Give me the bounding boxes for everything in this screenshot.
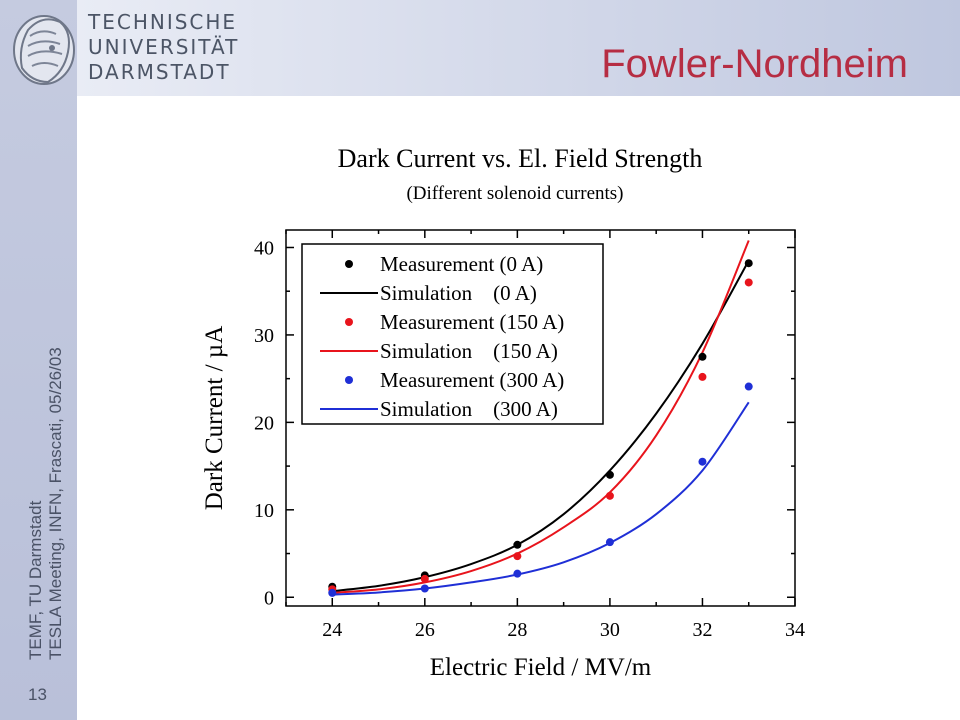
legend: Measurement (0 A) Simulation (0 A) Measure… <box>301 243 604 425</box>
measurement-point-0 <box>605 470 614 479</box>
y-tick-label: 20 <box>254 412 274 434</box>
slide-number: 13 <box>28 685 47 704</box>
slide-title: Fowler-Nordheim <box>601 42 908 86</box>
university-name-line-1: TECHNISCHE <box>88 10 238 34</box>
legend-entry-label: Measurement (0 A) <box>380 252 543 276</box>
y-tick-label: 10 <box>254 500 274 522</box>
y-axis-label: Dark Current / µA <box>201 326 228 511</box>
y-tick-label: 0 <box>264 587 274 609</box>
x-tick-label: 24 <box>322 619 342 641</box>
measurement-point-1 <box>605 491 614 500</box>
measurement-point-0 <box>698 352 707 361</box>
measurement-point-2 <box>744 382 753 391</box>
measurement-point-0 <box>744 259 753 268</box>
sidebar <box>0 0 77 720</box>
legend-entry-label: Simulation (150 A) <box>380 339 558 363</box>
legend-marker <box>345 376 353 384</box>
measurement-point-2 <box>328 588 337 597</box>
x-tick-label: 30 <box>600 619 620 641</box>
legend-box <box>301 243 604 425</box>
legend-entry-label: Simulation (0 A) <box>380 281 537 305</box>
simulation-line-2 <box>332 401 750 596</box>
legend-entry-label: Measurement (150 A) <box>380 310 564 334</box>
x-tick-label: 28 <box>507 619 527 641</box>
x-axis-label: Electric Field / MV/m <box>430 654 652 681</box>
legend-marker <box>345 318 353 326</box>
chart-title: Dark Current vs. El. Field Strength <box>337 144 703 173</box>
plot-frame <box>285 229 796 607</box>
measurement-point-2 <box>420 584 429 593</box>
university-name-line-3: DARMSTADT <box>88 60 231 84</box>
y-tick-label: 30 <box>254 325 274 347</box>
simulation-line-0 <box>332 260 750 593</box>
university-name: TECHNISCHE UNIVERSITÄT DARMSTADT <box>88 10 239 85</box>
chart-subtitle: (Different solenoid currents) <box>406 183 624 204</box>
header-band <box>77 0 960 96</box>
university-logo-icon <box>13 15 75 85</box>
measurement-point-2 <box>513 569 522 578</box>
x-tick-label: 34 <box>785 619 805 641</box>
measurement-point-1 <box>420 574 429 583</box>
x-tick-label: 32 <box>692 619 712 641</box>
measurement-point-1 <box>744 278 753 287</box>
legend-entry-label: Simulation (300 A) <box>380 397 558 421</box>
measurement-point-0 <box>513 540 522 549</box>
measurement-point-2 <box>698 457 707 466</box>
university-name-line-2: UNIVERSITÄT <box>88 35 240 59</box>
legend-marker <box>345 260 353 268</box>
simulation-line-1 <box>332 240 750 594</box>
measurement-point-1 <box>698 372 707 381</box>
legend-entry-label: Measurement (300 A) <box>380 368 564 392</box>
y-tick-label: 40 <box>254 237 274 259</box>
measurement-point-1 <box>513 552 522 561</box>
x-tick-label: 26 <box>415 619 435 641</box>
measurement-point-2 <box>605 538 614 547</box>
